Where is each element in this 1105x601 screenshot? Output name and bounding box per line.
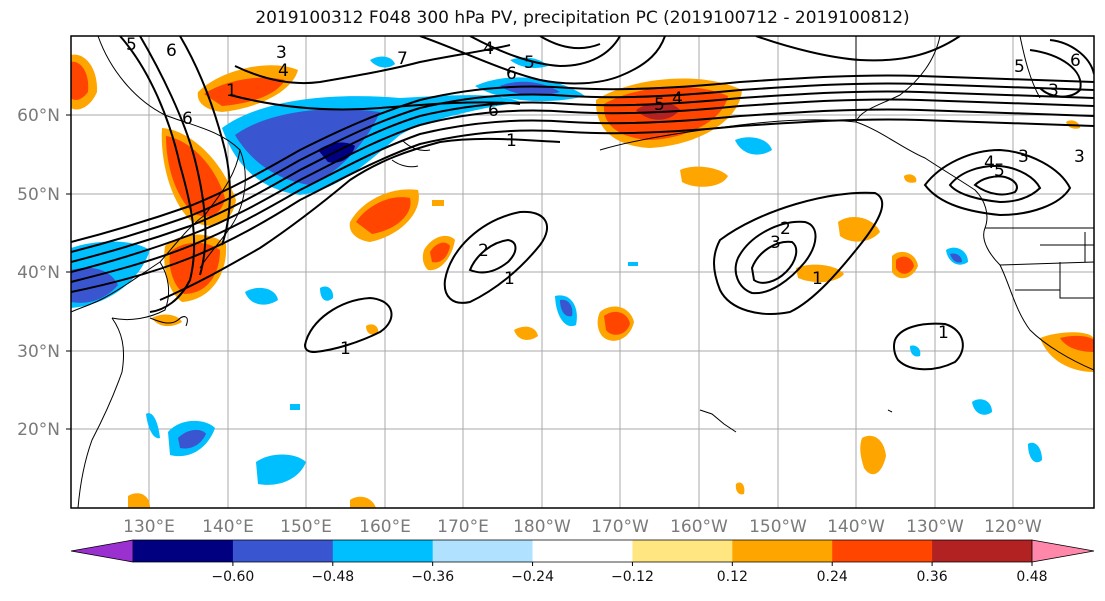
coastlines: [71, 36, 1094, 508]
lon-label: 170°E: [437, 517, 489, 537]
contour-labels: 5 6 3 4 7 6 5 6 4 6 1 1 5 4 3 4 5 3 3 6 …: [126, 35, 1085, 359]
lon-label: 170°W: [591, 517, 649, 537]
colorbar-extend-high: [1031, 539, 1095, 563]
colorbar-tick-label: 0.48: [1016, 569, 1047, 585]
map-title: 2019100312 F048 300 hPa PV, precipitatio…: [255, 8, 910, 28]
contour-label: 2: [478, 241, 489, 261]
colorbar-tick-label: −0.24: [511, 569, 554, 585]
contour-label: 5: [1014, 57, 1025, 77]
colorbar-tick-label: −0.60: [211, 569, 254, 585]
lat-ticks: [66, 114, 71, 430]
contour-label: 3: [1048, 81, 1059, 101]
lon-label: 140°W: [827, 517, 885, 537]
lon-label: 160°W: [670, 517, 728, 537]
colorbar-swatch: [932, 540, 1033, 562]
colorbar-swatch: [832, 540, 933, 562]
pv-contours: [71, 36, 1094, 371]
colorbar-swatch: [632, 540, 733, 562]
contour-label: 7: [397, 49, 408, 69]
colorbar-tick-label: 0.36: [917, 569, 948, 585]
colorbar-swatch: [232, 540, 334, 562]
lat-label: 30°N: [17, 342, 60, 362]
lon-label: 150°E: [280, 517, 332, 537]
colorbar-tick-label: −0.48: [311, 569, 354, 585]
contour-label: 3: [1018, 147, 1029, 167]
lat-label: 20°N: [17, 420, 60, 440]
contour-label: 5: [654, 95, 665, 115]
colorbar-extend-low: [70, 539, 134, 563]
colorbar-tick-label: 0.24: [817, 569, 848, 585]
lon-label: 150°W: [749, 517, 807, 537]
lat-label: 40°N: [17, 263, 60, 283]
colorbar-swatches: [70, 539, 1095, 563]
colorbar-outline: [133, 539, 1032, 563]
contour-label: 1: [938, 323, 949, 343]
lon-label: 180°W: [513, 517, 571, 537]
lat-labels: 60°N 50°N 40°N 30°N 20°N: [17, 106, 60, 440]
contour-label: 6: [166, 41, 177, 61]
colorbar-swatch: [732, 540, 833, 562]
colorbar-swatch: [332, 540, 434, 562]
colorbar-swatch: [133, 540, 234, 562]
colorbar: −0.60 −0.48 −0.36 −0.24 −0.12 0.12 0.24 0.36 0.4…: [70, 539, 1095, 585]
contour-label: 2: [780, 219, 791, 239]
lat-label: 50°N: [17, 185, 60, 205]
lon-label: 140°E: [202, 517, 254, 537]
contour-label: 3: [770, 233, 781, 253]
contour-label: 4: [672, 89, 683, 109]
contour-label: 1: [226, 81, 237, 101]
contour-label: 1: [340, 339, 351, 359]
colorbar-tick-label: −0.12: [611, 569, 654, 585]
lon-label: 130°E: [123, 517, 175, 537]
contour-label: 6: [1070, 51, 1081, 71]
contour-label: 1: [506, 131, 517, 151]
contour-label: 1: [812, 269, 823, 289]
colorbar-tick-label: 0.12: [717, 569, 748, 585]
contour-label: 5: [126, 35, 137, 55]
contour-label: 6: [506, 64, 517, 84]
lon-labels: 130°E 140°E 150°E 160°E 170°E 180°W 170°…: [123, 517, 1042, 537]
colorbar-ticks: −0.60 −0.48 −0.36 −0.24 −0.12 0.12 0.24 0.36 0.4…: [211, 562, 1048, 585]
contour-label: 6: [488, 101, 499, 121]
contour-label: 1: [504, 269, 515, 289]
colorbar-tick-label: −0.36: [411, 569, 454, 585]
contour-label: 4: [984, 153, 995, 173]
lon-label: 120°W: [984, 517, 1042, 537]
contour-label: 5: [994, 161, 1005, 181]
contour-label: 4: [483, 39, 494, 59]
contour-label: 3: [276, 43, 287, 63]
contour-label: 6: [182, 109, 193, 129]
contour-label: 5: [524, 53, 535, 73]
lat-label: 60°N: [17, 106, 60, 126]
contour-label: 3: [1074, 147, 1085, 167]
colorbar-swatch: [432, 540, 534, 562]
contour-label: 4: [278, 61, 289, 81]
lon-label: 130°W: [906, 517, 964, 537]
lon-label: 160°E: [359, 517, 411, 537]
colorbar-swatch: [532, 540, 633, 562]
